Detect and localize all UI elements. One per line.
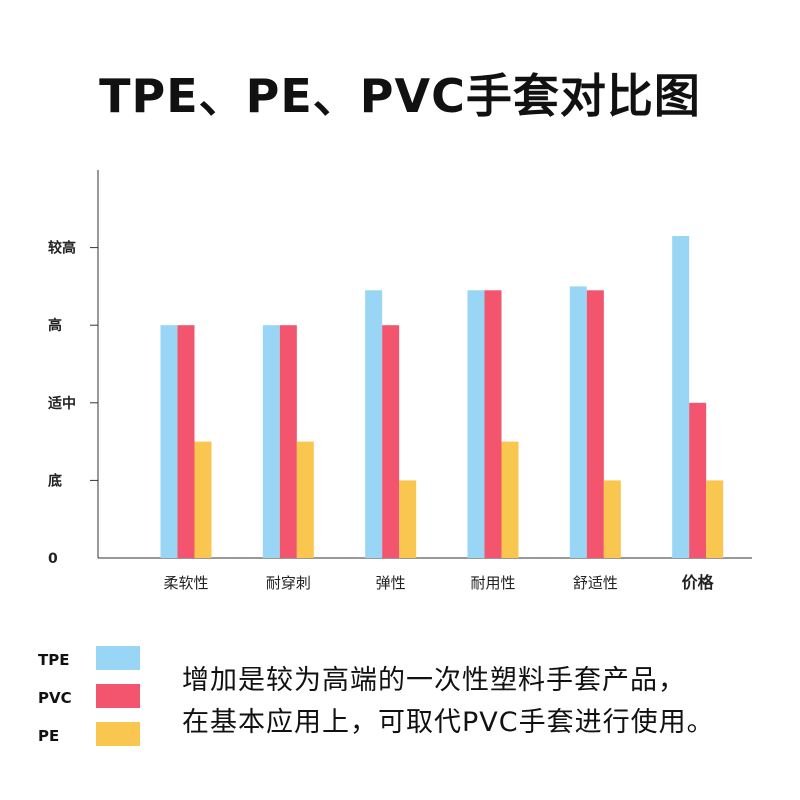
bar-tpe: [467, 290, 485, 558]
bars: [160, 235, 724, 558]
bar-chart: 0 底 适中 高 较高 柔软性 耐穿刺 弹性 耐用性 舒适性 价格: [48, 170, 752, 592]
x-tick-label: 耐穿刺: [266, 574, 311, 592]
legend-label-tpe: TPE: [38, 651, 70, 669]
bar-pe: [194, 441, 212, 558]
legend-item-tpe: TPE: [38, 646, 148, 676]
chart-title: TPE、PE、PVC手套对比图: [99, 69, 701, 123]
legend-item-pvc: PVC: [38, 684, 148, 714]
x-tick-label: 弹性: [376, 574, 406, 592]
y-tick-label: 较高: [48, 240, 76, 257]
bar-pe: [501, 441, 519, 558]
description: 增加是较为高端的一次性塑料手套产品， 在基本应用上，可取代PVC手套进行使用。: [182, 660, 782, 744]
x-tick-label: 耐用性: [470, 574, 515, 592]
x-axis-ticks: 柔软性 耐穿刺 弹性 耐用性 舒适性 价格: [163, 573, 714, 592]
y-axis-ticks: 0 底 适中 高 较高: [48, 240, 98, 567]
description-line-2: 在基本应用上，可取代PVC手套进行使用。: [182, 707, 715, 738]
x-tick-label: 价格: [682, 573, 715, 592]
bar-pvc: [279, 325, 297, 558]
bar-pe: [706, 480, 724, 558]
bar-pe: [296, 441, 314, 558]
legend-swatch-pe: [96, 722, 140, 746]
bar-tpe: [569, 286, 587, 558]
x-tick-label: 柔软性: [163, 574, 208, 592]
bar-pvc: [484, 290, 502, 558]
bar-pvc: [689, 402, 707, 558]
legend-swatch-pvc: [96, 684, 140, 708]
bar-tpe: [160, 325, 178, 558]
y-tick-label: 底: [48, 472, 62, 489]
bar-tpe: [672, 235, 690, 558]
bar-pvc: [382, 325, 400, 558]
y-tick-label: 高: [48, 317, 62, 334]
legend-swatch-tpe: [96, 646, 140, 670]
bar-tpe: [365, 290, 383, 558]
y-tick-label: 0: [48, 551, 58, 567]
bar-pe: [399, 480, 417, 558]
y-tick-label: 适中: [48, 395, 76, 412]
bar-pe: [603, 480, 621, 558]
legend-item-pe: PE: [38, 722, 148, 752]
x-tick-label: 舒适性: [573, 574, 618, 592]
bar-pvc: [586, 290, 604, 558]
legend-label-pe: PE: [38, 727, 60, 745]
bar-pvc: [177, 325, 195, 558]
description-line-1: 增加是较为高端的一次性塑料手套产品，: [182, 665, 686, 696]
legend-label-pvc: PVC: [38, 689, 72, 707]
bar-tpe: [262, 325, 280, 558]
